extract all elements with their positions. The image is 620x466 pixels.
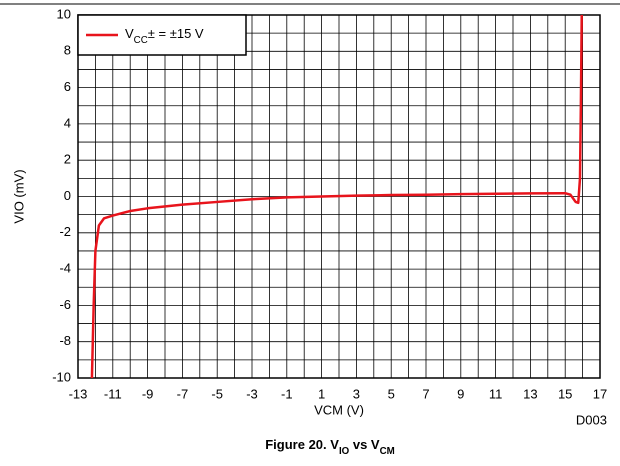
- chart-title-part: IO: [339, 446, 350, 457]
- x-tick-label: 7: [422, 386, 429, 401]
- y-tick-label: 0: [64, 188, 71, 203]
- x-tick-label: 17: [593, 386, 607, 401]
- x-tick-label: -3: [246, 386, 258, 401]
- y-axis-label: VIO (mV): [11, 169, 26, 223]
- y-tick-label: -2: [59, 224, 71, 239]
- x-tick-label: 5: [388, 386, 395, 401]
- chart-title-part: CM: [380, 446, 395, 457]
- y-tick-label: 6: [64, 79, 71, 94]
- x-tick-label: 11: [489, 386, 503, 401]
- legend-label-part: V: [125, 26, 134, 41]
- x-tick-label: 1: [318, 386, 325, 401]
- x-tick-label: 15: [558, 386, 572, 401]
- x-tick-label: 3: [353, 386, 360, 401]
- x-tick-label: -7: [177, 386, 189, 401]
- x-tick-label: -13: [69, 386, 88, 401]
- x-tick-label: -1: [281, 386, 293, 401]
- x-tick-label: 13: [523, 386, 537, 401]
- chart-title: Figure 20. VIO vs VCM: [265, 437, 395, 457]
- y-tick-label: -10: [52, 369, 71, 384]
- y-tick-label: 4: [64, 115, 71, 130]
- x-tick-label: 9: [457, 386, 464, 401]
- legend-label-part: ± = ±15 V: [148, 26, 204, 41]
- y-tick-label: 8: [64, 43, 71, 58]
- series-line: [90, 14, 583, 379]
- chart-title-part: Figure 20. V: [265, 437, 339, 452]
- x-tick-label: -11: [104, 386, 122, 401]
- x-axis-label: VCM (V): [314, 402, 364, 417]
- chart-title-part: vs V: [349, 437, 380, 452]
- x-tick-label: -9: [142, 386, 154, 401]
- y-tick-label: -8: [59, 333, 71, 348]
- note: D003: [576, 412, 607, 427]
- legend-label-part: CC: [134, 35, 148, 46]
- plot-frame: [77, 14, 601, 379]
- y-tick-label: -4: [59, 261, 71, 276]
- x-tick-label: -5: [211, 386, 223, 401]
- legend-label: VCC± = ±15 V: [125, 26, 204, 46]
- y-tick-label: 10: [57, 6, 71, 21]
- y-tick-label: -6: [59, 297, 71, 312]
- y-tick-label: 2: [64, 152, 71, 167]
